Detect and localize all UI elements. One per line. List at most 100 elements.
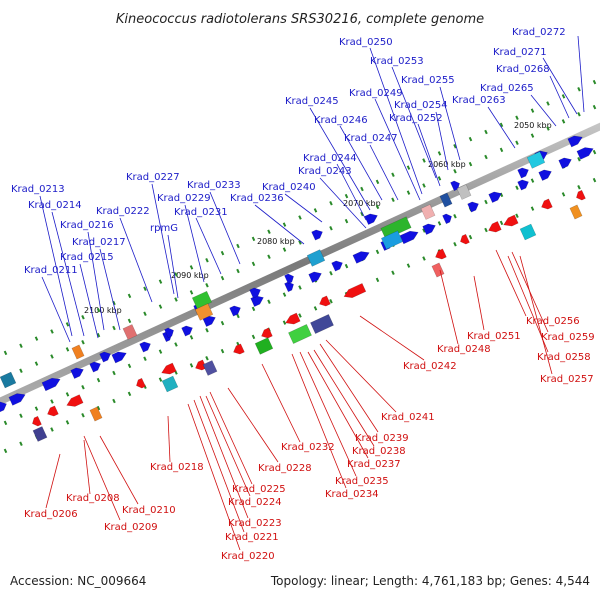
ruler-tick bbox=[298, 215, 302, 220]
gene-label-reverse[interactable]: Krad_0224 bbox=[228, 497, 282, 508]
ruler-tick bbox=[484, 199, 488, 205]
ruler-tick bbox=[34, 336, 39, 341]
gene-label-reverse[interactable]: Krad_0232 bbox=[281, 442, 335, 453]
leader-line-forward bbox=[435, 111, 449, 171]
gene-label-reverse[interactable]: Krad_0237 bbox=[347, 459, 401, 470]
gene-label-reverse[interactable]: Krad_0225 bbox=[232, 484, 286, 495]
forward-gene-arrow bbox=[576, 147, 594, 160]
gene-label-reverse[interactable]: Krad_0218 bbox=[150, 462, 204, 473]
ruler-tick bbox=[158, 377, 163, 382]
leader-line-reverse bbox=[83, 439, 91, 495]
gene-label-forward[interactable]: Krad_0252 bbox=[389, 113, 443, 124]
gene-label-reverse[interactable]: Krad_0258 bbox=[537, 352, 591, 363]
ruler-tick bbox=[267, 299, 271, 304]
gene-label-reverse[interactable]: Krad_0210 bbox=[122, 505, 176, 516]
gene-features bbox=[0, 135, 594, 442]
ruler-tick-label: 2050 kbp bbox=[514, 121, 552, 130]
leader-line-forward bbox=[417, 123, 441, 187]
leader-line-reverse bbox=[227, 387, 279, 463]
gene-label-forward[interactable]: Krad_0216 bbox=[60, 220, 114, 231]
gene-label-forward[interactable]: Krad_0271 bbox=[493, 47, 547, 58]
ruler-tick bbox=[189, 335, 194, 340]
gene-label-reverse[interactable]: Krad_0239 bbox=[355, 433, 409, 444]
gene-label-forward[interactable]: Krad_0255 bbox=[401, 75, 455, 86]
leader-line-forward bbox=[391, 66, 437, 179]
gene-label-reverse[interactable]: Krad_0248 bbox=[437, 344, 491, 355]
leader-line-reverse bbox=[325, 339, 397, 413]
gene-label-reverse[interactable]: Krad_0206 bbox=[24, 509, 78, 520]
gene-label-forward[interactable]: Krad_0211 bbox=[24, 265, 78, 276]
ruler-tick bbox=[19, 368, 23, 373]
gene-label-forward[interactable]: Krad_0236 bbox=[230, 193, 284, 204]
ruler-tick bbox=[313, 306, 318, 311]
ruler-tick bbox=[127, 293, 132, 299]
gene-label-forward[interactable]: Krad_0250 bbox=[339, 37, 393, 48]
gene-label-forward[interactable]: Krad_0244 bbox=[303, 153, 357, 164]
gene-label-forward[interactable]: Krad_0240 bbox=[262, 182, 316, 193]
gene-label-reverse[interactable]: Krad_0220 bbox=[221, 551, 275, 562]
forward-gene-arrow bbox=[139, 341, 151, 353]
ruler-tick bbox=[577, 112, 581, 117]
ruler-tick bbox=[561, 94, 566, 99]
gene-label-forward[interactable]: Krad_0222 bbox=[96, 206, 150, 217]
ruler-tick bbox=[65, 322, 70, 327]
leader-line-reverse bbox=[205, 395, 251, 497]
gene-label-forward[interactable]: Krad_0268 bbox=[496, 64, 550, 75]
gene-label-forward[interactable]: Krad_0217 bbox=[72, 237, 126, 248]
gene-label-reverse[interactable]: Krad_0209 bbox=[104, 522, 158, 533]
gene-label-forward[interactable]: Krad_0254 bbox=[394, 100, 448, 111]
ruler-tick bbox=[81, 413, 85, 418]
ruler-tick-label: 2090 kbp bbox=[171, 271, 209, 280]
gene-label-forward[interactable]: Krad_0213 bbox=[11, 184, 65, 195]
gene-label-forward[interactable]: Krad_0253 bbox=[370, 56, 424, 67]
ruler-tick bbox=[143, 311, 147, 316]
gene-label-forward[interactable]: Krad_0263 bbox=[452, 95, 506, 106]
ruler-tick bbox=[592, 104, 597, 110]
gene-label-reverse[interactable]: Krad_0228 bbox=[258, 463, 312, 474]
gene-label-forward[interactable]: rpmG bbox=[150, 223, 178, 234]
ruler-tick bbox=[96, 332, 101, 338]
gene-label-forward[interactable]: Krad_0243 bbox=[298, 166, 352, 177]
gene-label-reverse[interactable]: Krad_0223 bbox=[228, 518, 282, 529]
gene-label-reverse[interactable]: Krad_0257 bbox=[540, 374, 594, 385]
reverse-gene-arrow bbox=[488, 221, 502, 233]
gene-label-forward[interactable]: Krad_0272 bbox=[512, 27, 566, 38]
gene-label-reverse[interactable]: Krad_0208 bbox=[66, 493, 120, 504]
gene-label-reverse[interactable]: Krad_0256 bbox=[526, 316, 580, 327]
gene-label-forward[interactable]: Krad_0249 bbox=[349, 88, 403, 99]
forward-gene-arrow bbox=[89, 361, 101, 373]
leader-line-forward bbox=[549, 75, 570, 119]
gene-label-forward[interactable]: Krad_0227 bbox=[126, 172, 180, 183]
gene-label-forward[interactable]: Krad_0229 bbox=[157, 193, 211, 204]
gene-label-reverse[interactable]: Krad_0238 bbox=[352, 446, 406, 457]
gene-label-forward[interactable]: Krad_0233 bbox=[187, 180, 241, 191]
ruler-tick bbox=[406, 263, 411, 268]
gene-label-reverse[interactable]: Krad_0234 bbox=[325, 489, 379, 500]
leader-line-reverse bbox=[167, 415, 171, 463]
gene-label-forward[interactable]: Krad_0265 bbox=[480, 83, 534, 94]
label-leader-lines bbox=[39, 35, 585, 551]
gene-label-reverse[interactable]: Krad_0235 bbox=[335, 476, 389, 487]
gene-box bbox=[288, 324, 312, 344]
gene-label-forward[interactable]: Krad_0246 bbox=[314, 115, 368, 126]
forward-gene-arrow bbox=[488, 191, 502, 203]
gene-label-forward[interactable]: Krad_0231 bbox=[174, 207, 228, 218]
leader-line-forward bbox=[542, 57, 578, 115]
gene-label-reverse[interactable]: Krad_0241 bbox=[381, 412, 435, 423]
gene-label-forward[interactable]: Krad_0245 bbox=[285, 96, 339, 107]
genome-summary-text: Topology: linear; Length: 4,761,183 bp; … bbox=[270, 574, 590, 588]
gene-label-forward[interactable]: Krad_0215 bbox=[60, 252, 114, 263]
ruler-tick bbox=[329, 299, 333, 304]
gene-label-forward[interactable]: Krad_0247 bbox=[344, 133, 398, 144]
gene-label-reverse[interactable]: Krad_0221 bbox=[225, 532, 279, 543]
ruler-tick bbox=[236, 243, 240, 249]
gene-label-reverse[interactable]: Krad_0242 bbox=[403, 361, 457, 372]
ruler-tick bbox=[375, 277, 380, 283]
leader-line-reverse bbox=[307, 351, 369, 459]
forward-gene-arrow bbox=[99, 351, 111, 363]
ruler-tick bbox=[50, 427, 54, 432]
gene-label-reverse[interactable]: Krad_0259 bbox=[541, 332, 595, 343]
ruler-tick bbox=[34, 361, 39, 366]
gene-label-reverse[interactable]: Krad_0251 bbox=[467, 331, 521, 342]
gene-label-forward[interactable]: Krad_0214 bbox=[28, 200, 82, 211]
